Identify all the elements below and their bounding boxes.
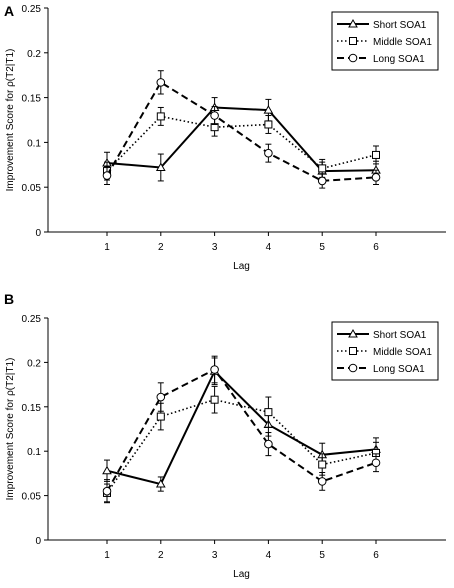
x-tick-label: 4 [266,550,272,561]
y-tick-label: 0 [35,536,41,547]
series-triangle [102,97,381,182]
data-point [210,395,219,404]
legend-label: Middle SOA1 [373,37,432,48]
x-tick-label: 6 [373,242,379,253]
data-point [210,365,219,374]
legend-marker-square [349,347,357,355]
data-point [155,162,166,171]
data-point [264,439,273,449]
y-tick-label: 0.1 [27,138,41,149]
y-tick-label: 0.2 [27,49,41,60]
data-point [210,111,219,120]
legend: Short SOA1 Middle SOA1 Long SOA1 [331,321,439,381]
data-point [264,120,273,129]
x-axis-label: Lag [233,261,250,272]
x-axis-label: Lag [233,569,250,580]
series-circle [102,70,381,189]
y-tick-label: 0.2 [27,358,41,369]
x-tick-label: 3 [212,242,218,253]
data-point [372,150,380,159]
x-tick-label: 1 [104,242,110,253]
y-tick-label: 0 [35,228,41,239]
legend-marker-triangle [348,18,358,28]
series-line [106,398,377,494]
panel-label: B [4,291,14,307]
series-square [103,385,380,503]
y-tick-label: 0.25 [22,314,42,325]
series-line [106,81,377,182]
series-line [106,106,377,173]
y-axis-label: Improvement Score for ρ(T2|T1) [5,358,16,501]
chart-panel-b: B 0 0.05 0.1 0.15 0.2 0.25 1 2 3 4 5 6 Lag Improvement… [4,291,446,580]
x-tick-label: 1 [104,550,110,561]
legend-label: Long SOA1 [373,54,425,65]
series-line [106,368,377,492]
data-point [371,173,381,182]
legend: Short SOA1 Middle SOA1 Long SOA1 [331,11,439,71]
data-point [102,171,112,180]
data-point [318,164,327,173]
legend-marker-square [349,37,357,45]
data-point [156,112,165,121]
x-tick-label: 3 [212,550,218,561]
series-line [106,115,377,172]
data-point [371,458,381,468]
data-point [156,392,166,402]
legend-label: Short SOA1 [373,20,427,31]
legend-label: Long SOA1 [373,364,425,375]
x-tick-label: 2 [158,242,164,253]
y-tick-label: 0.25 [22,4,42,15]
x-tick-label: 2 [158,550,164,561]
data-point [156,78,166,87]
data-point [102,465,112,475]
y-axis-label: Improvement Score for ρ(T2|T1) [5,49,16,192]
y-tick-label: 0.1 [27,447,41,458]
y-tick-label: 0.15 [22,403,42,414]
data-point [156,412,165,421]
series-circle [102,355,381,504]
x-tick-label: 6 [373,550,379,561]
data-point [317,176,327,186]
series-line [106,369,377,486]
x-tick-label: 4 [266,242,272,253]
data-point [264,408,273,417]
x-tick-label: 5 [319,242,325,253]
data-point [264,148,273,158]
y-tick-label: 0.05 [22,183,42,194]
data-point [263,105,274,114]
series-square [103,106,380,181]
panel-label: A [4,3,14,19]
chart-panel-a: A 0 0.05 0.1 0.15 0.2 0.25 1 2 3 4 5 6 Lag Improvement… [4,3,446,272]
legend-marker-circle [348,363,358,373]
data-point [102,486,112,496]
data-point [317,477,327,486]
y-tick-label: 0.05 [22,492,42,503]
data-point [318,460,327,469]
legend-marker-circle [348,53,358,63]
data-point [155,479,166,488]
legend-label: Short SOA1 [373,330,427,341]
legend-label: Middle SOA1 [373,347,432,358]
legend-marker-triangle [348,328,358,338]
x-tick-label: 5 [319,550,325,561]
y-tick-label: 0.15 [22,94,42,105]
